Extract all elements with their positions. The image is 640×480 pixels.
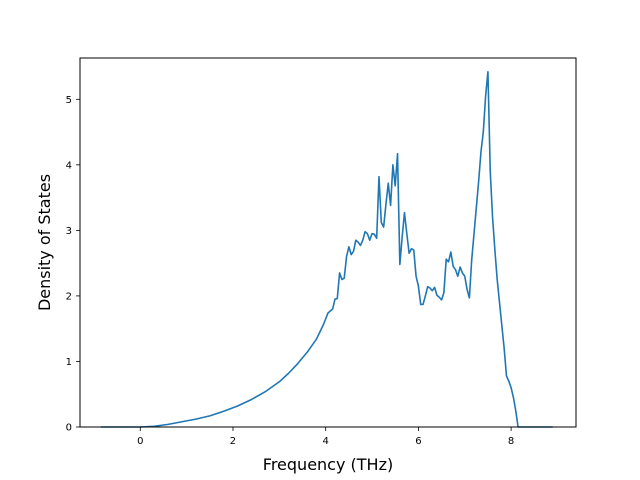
plot-frame: [79, 57, 577, 428]
series-layer: [100, 70, 553, 428]
y-tick-label: 1: [66, 357, 72, 368]
y-tick-label: 5: [66, 95, 72, 106]
y-tick-label: 2: [66, 291, 72, 302]
y-tick-label: 4: [66, 160, 72, 171]
x-tick-label: 8: [508, 436, 514, 447]
x-tick-label: 0: [137, 436, 143, 447]
x-axis: 0 2 4 6 8: [137, 427, 514, 447]
dos-series-line: [100, 70, 553, 428]
y-axis-label: Density of States: [35, 174, 54, 311]
y-tick-label: 3: [66, 226, 72, 237]
y-axis: 0 1 2 3 4 5: [66, 95, 80, 434]
x-axis-label: Frequency (THz): [263, 455, 393, 474]
y-tick-label: 0: [66, 423, 72, 434]
x-tick-label: 2: [230, 436, 236, 447]
x-tick-label: 4: [322, 436, 328, 447]
x-tick-label: 6: [415, 436, 421, 447]
